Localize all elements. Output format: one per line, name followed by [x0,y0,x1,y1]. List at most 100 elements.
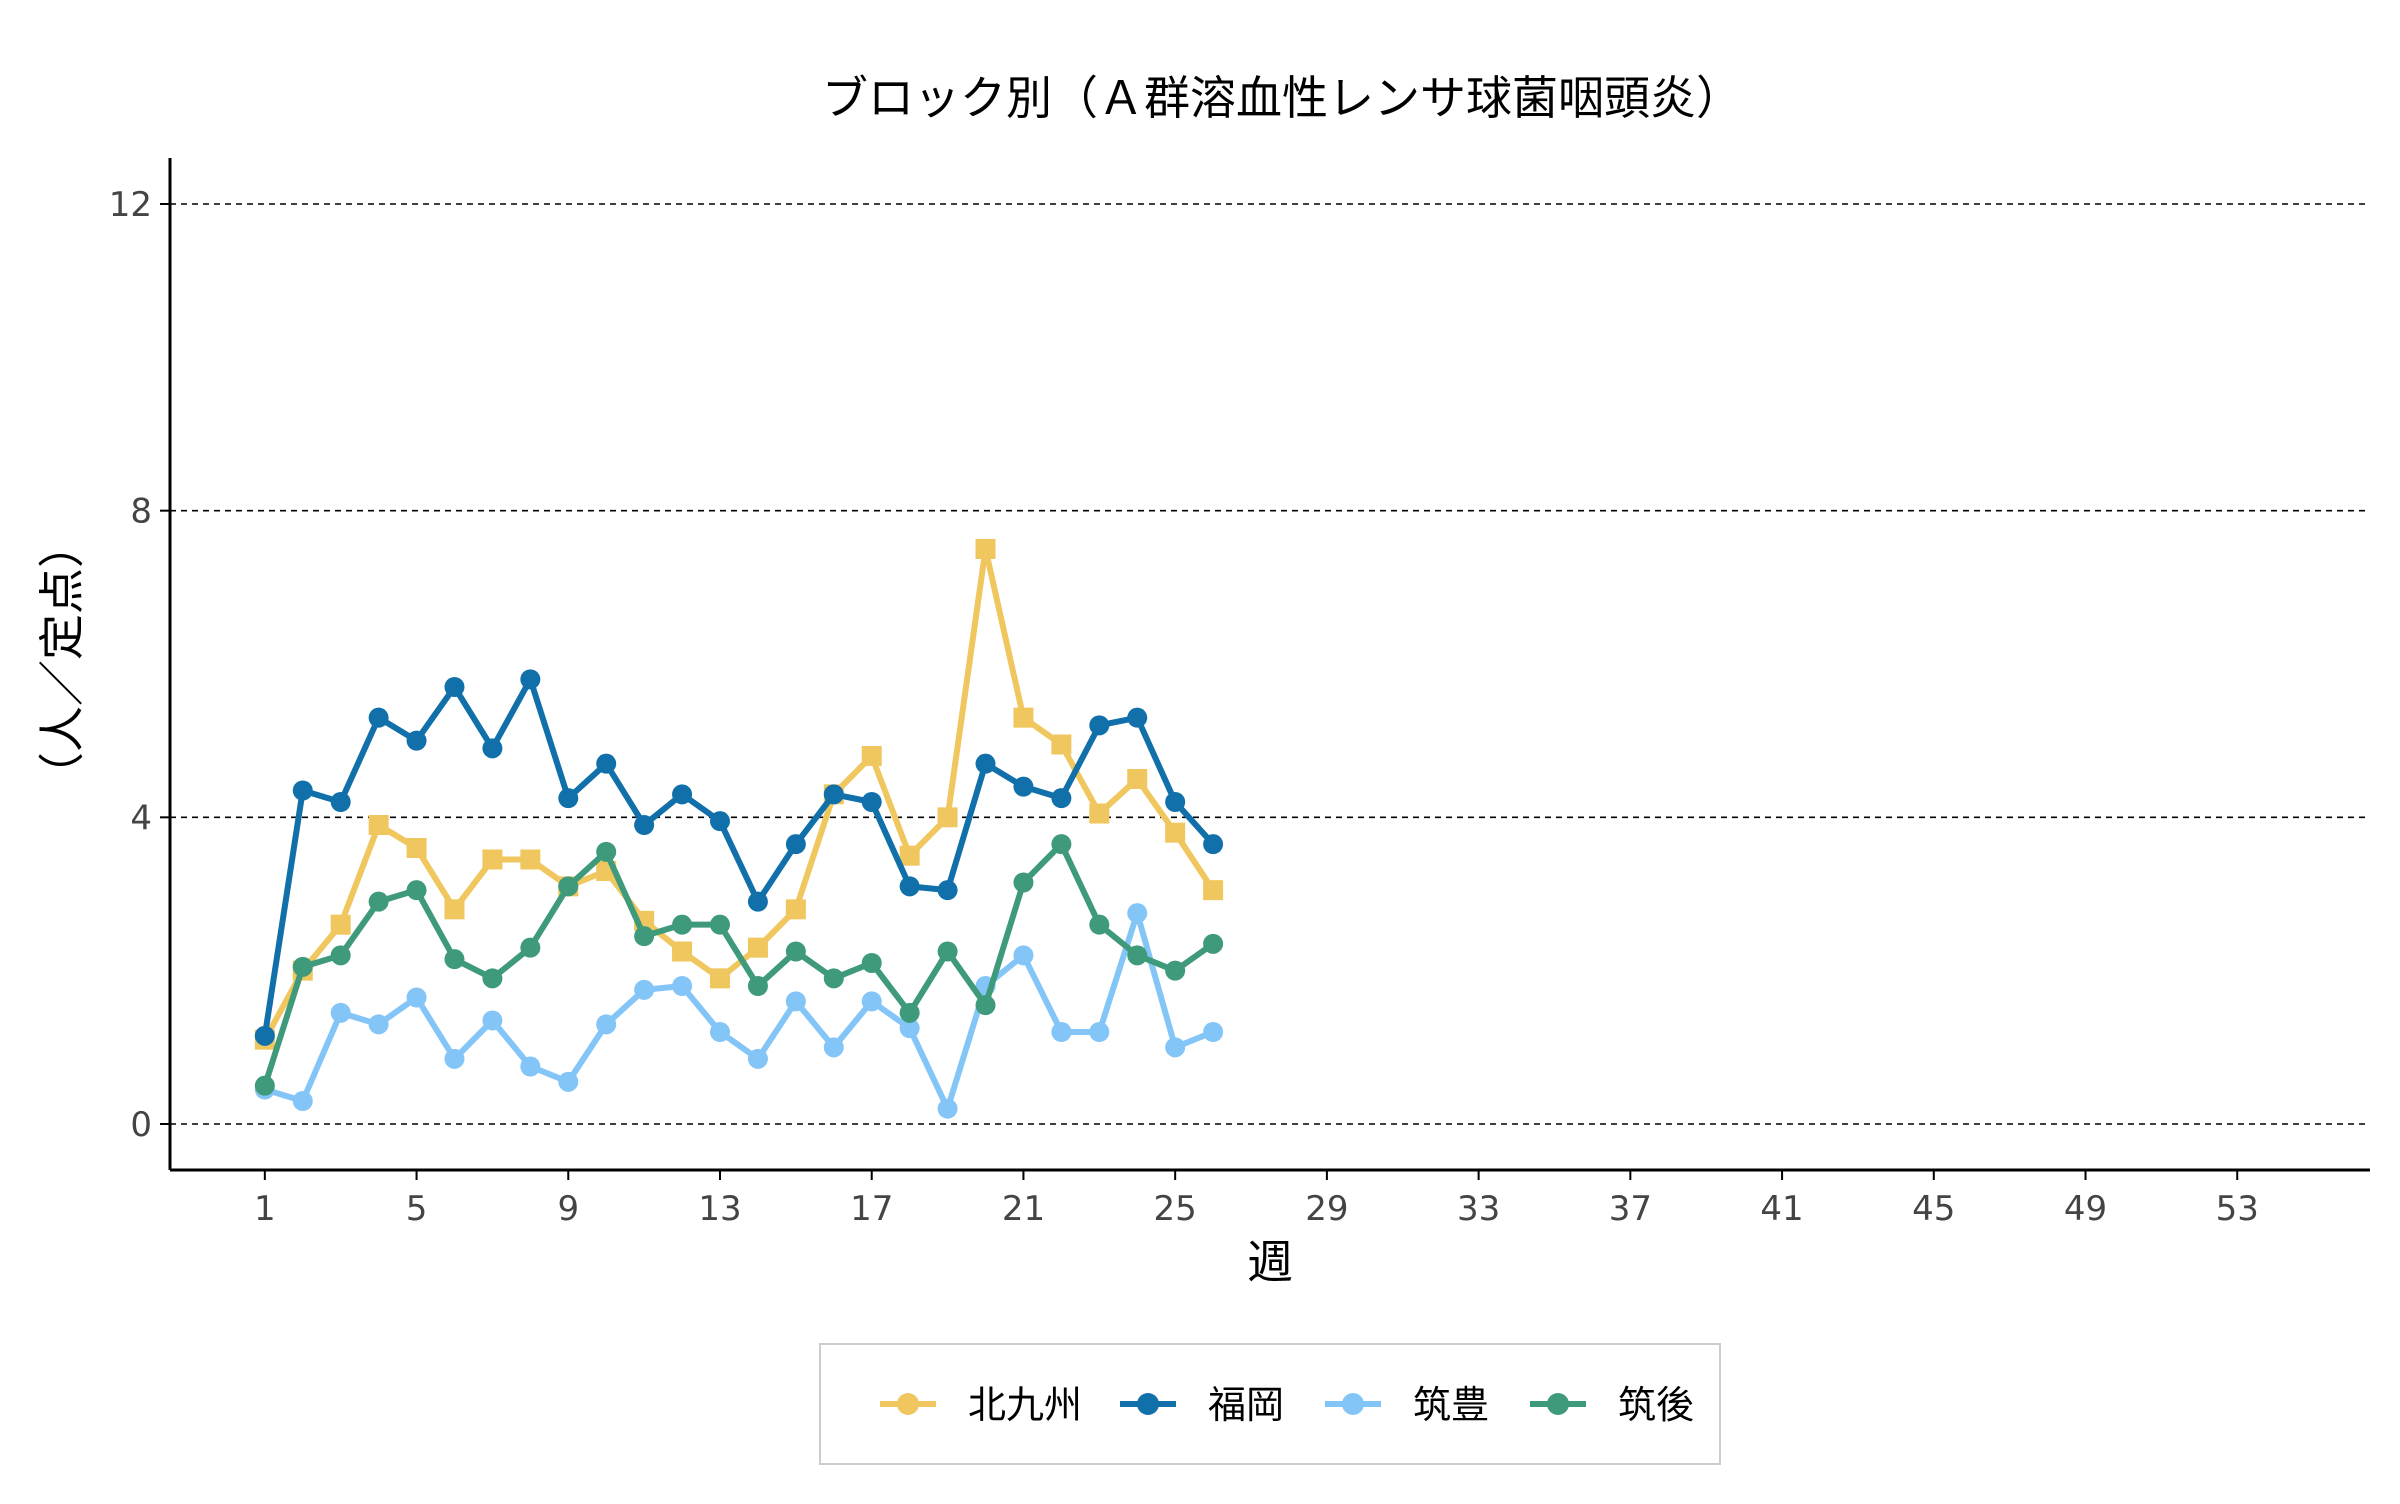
data-point [482,1010,503,1031]
data-point [520,1056,541,1077]
data-point [292,780,313,801]
data-point [558,1071,579,1092]
y-tick-label: 0 [130,1105,152,1145]
data-point [672,976,693,996]
data-point [785,941,806,962]
data-point [975,995,996,1016]
data-point [899,845,920,866]
data-point [634,926,655,947]
data-point [861,991,882,1012]
series-4 [254,834,1224,1096]
data-point [1051,788,1072,809]
x-tick-label: 45 [1912,1189,1955,1229]
data-point [596,841,617,862]
data-point [1127,945,1148,966]
series-1 [254,539,1224,1050]
data-point [1203,1022,1224,1042]
data-point [747,1048,768,1069]
data-point [444,677,465,697]
data-point [1089,803,1110,824]
data-point [1013,872,1034,893]
data-point [368,815,389,835]
data-point [747,891,768,912]
data-point [368,1014,389,1035]
data-point [558,788,579,809]
data-point [368,707,389,728]
series-line [261,910,1217,1112]
data-point [1127,903,1148,924]
data-point [406,730,427,751]
data-point [254,1025,275,1046]
data-point [785,991,806,1012]
x-tick-label: 41 [1760,1189,1803,1229]
data-point [1203,834,1224,855]
data-point [785,834,806,855]
y-tick-label: 12 [109,185,152,225]
data-point [672,941,693,962]
x-tick-label: 5 [406,1189,428,1229]
legend-item: 北九州 [880,1383,1082,1427]
x-tick-label: 33 [1457,1189,1500,1229]
legend-label: 筑後 [1618,1383,1694,1427]
x-tick-label: 29 [1305,1189,1348,1229]
data-point [1089,715,1110,736]
y-tick-label: 4 [130,798,152,838]
series-line [261,546,1217,1043]
data-point [899,1018,920,1039]
data-point [710,811,730,832]
data-point [292,956,313,977]
data-point [1089,914,1110,935]
data-point [899,876,920,897]
x-tick-label: 53 [2216,1189,2259,1229]
data-point [672,914,693,935]
data-point [937,1098,958,1119]
x-tick-label: 1 [254,1189,276,1229]
data-point [823,968,844,989]
legend: 北九州 福岡 筑豊 筑後 [819,1343,1721,1465]
data-point [520,937,541,958]
data-point [634,979,655,1000]
legend-key-marker [1137,1393,1159,1415]
x-tick-label: 21 [1002,1189,1045,1229]
data-point [1089,1022,1110,1042]
data-point [520,849,541,870]
data-point [558,876,579,897]
legend-label: 北九州 [968,1383,1082,1427]
chart-title: ブロック別（Ａ群溶血性レンサ球菌咽頭炎） [822,71,1742,125]
data-point [1013,707,1034,728]
legend-item: 筑後 [1530,1383,1694,1427]
data-point [1165,960,1186,981]
data-point [1165,792,1186,812]
data-point [444,899,465,920]
data-point [1013,776,1034,797]
data-point [1165,822,1186,843]
data-point [861,953,882,973]
data-point [1051,834,1072,855]
data-point [785,899,806,920]
x-tick-label: 37 [1609,1189,1652,1229]
y-tick-label: 8 [130,492,152,532]
data-point [823,784,844,805]
data-point [1127,769,1148,789]
x-tick-label: 13 [698,1189,741,1229]
data-point [975,753,996,774]
data-point [482,849,503,870]
legend-key-marker [1342,1393,1364,1415]
data-point [444,1048,465,1069]
data-point [520,669,541,690]
data-point [937,807,958,828]
data-point [710,914,730,935]
x-tick-label: 25 [1154,1189,1197,1229]
legend-item: 筑豊 [1325,1383,1489,1427]
data-point [406,880,427,901]
data-point [672,784,693,805]
data-point [937,941,958,962]
y-axis-label: （人／定点） [35,522,89,798]
data-point [1203,933,1224,954]
series-2 [254,669,1224,1046]
data-point [937,880,958,901]
legend-label: 福岡 [1208,1383,1284,1427]
data-point [330,792,351,812]
